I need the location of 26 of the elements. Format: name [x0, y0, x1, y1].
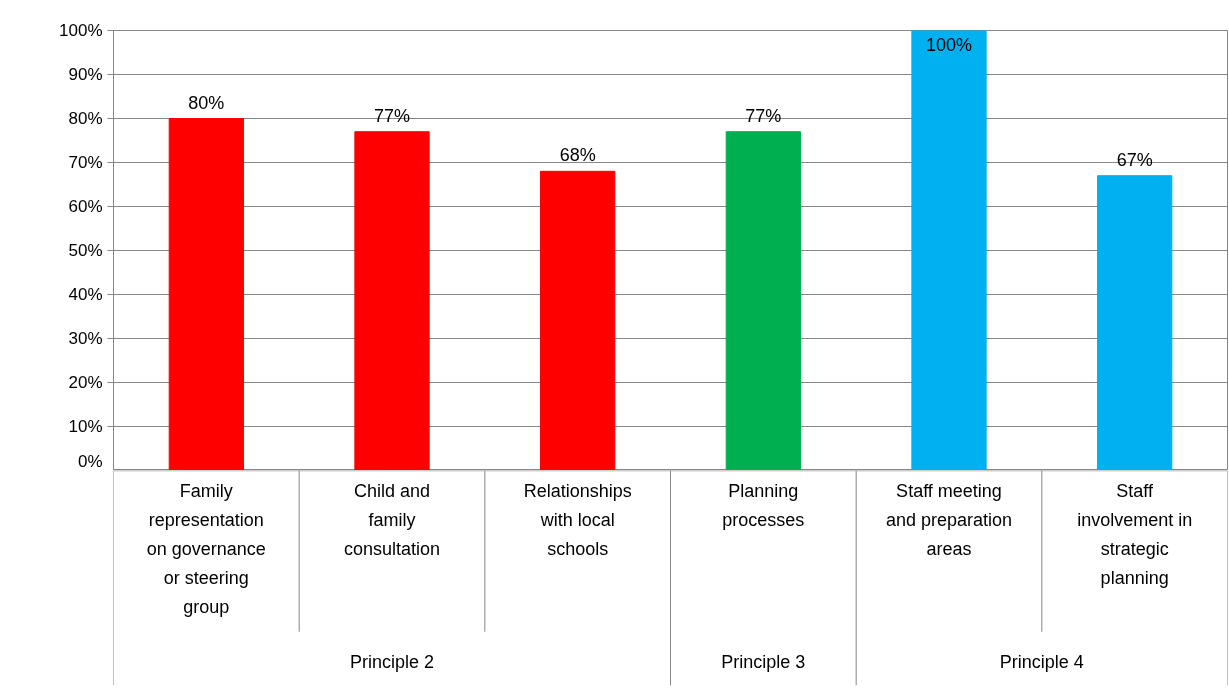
y-tick-label: 70%: [68, 153, 103, 172]
data-label: 77%: [373, 105, 411, 126]
y-tick-label: 0%: [77, 451, 103, 471]
y-tick-label: 80%: [68, 109, 103, 128]
y-tick-label: 60%: [68, 197, 103, 216]
x-tick-label: Family representation on governance or steering group: [146, 481, 266, 618]
data-label: 80%: [188, 92, 225, 113]
data-label: 100%: [925, 34, 973, 55]
x-tick-label: Staff meeting and preparation areas: [885, 481, 1013, 560]
y-tick-label: 20%: [68, 373, 103, 392]
text: Principle 2: [349, 651, 435, 672]
data-label: 77%: [745, 105, 782, 126]
x-tick-label: Planning processes: [722, 481, 805, 531]
y-tick-label: 40%: [68, 285, 103, 304]
x-tick-label: Relationships with local schools: [523, 481, 632, 560]
y-tick-label: 10%: [68, 417, 103, 436]
text: Principle 3: [721, 651, 806, 672]
text: Principle 4: [999, 651, 1084, 672]
data-label: 68%: [559, 145, 596, 166]
x-tick-label: Child and family consultation: [343, 481, 441, 560]
y-tick-label: 50%: [68, 241, 103, 260]
y-tick-label: 90%: [68, 65, 103, 84]
y-tick-label: 100%: [59, 21, 103, 40]
data-label: 67%: [1116, 149, 1153, 170]
y-tick-label: 30%: [68, 329, 103, 348]
x-tick-label: Staff involvement in strategic planning: [1077, 481, 1193, 589]
